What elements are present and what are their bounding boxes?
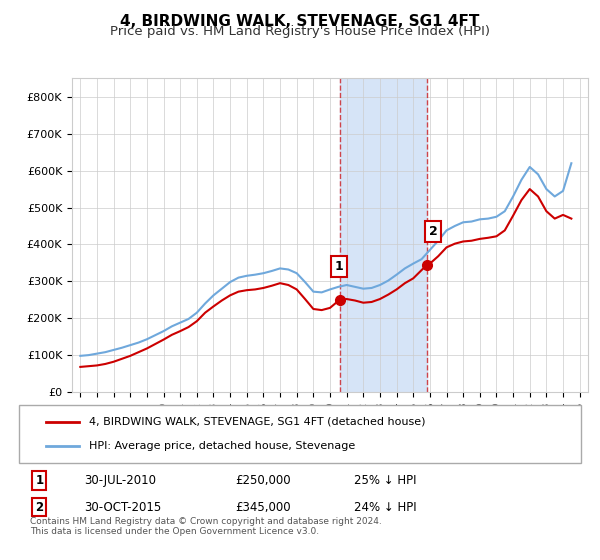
Text: Contains HM Land Registry data © Crown copyright and database right 2024.
This d: Contains HM Land Registry data © Crown c… xyxy=(30,517,382,536)
Text: 4, BIRDWING WALK, STEVENAGE, SG1 4FT: 4, BIRDWING WALK, STEVENAGE, SG1 4FT xyxy=(121,14,479,29)
Text: £250,000: £250,000 xyxy=(235,474,291,487)
Bar xyxy=(340,78,427,392)
Text: 1: 1 xyxy=(335,260,343,273)
Text: 2: 2 xyxy=(35,501,44,514)
FancyBboxPatch shape xyxy=(19,405,581,463)
Text: 25% ↓ HPI: 25% ↓ HPI xyxy=(354,474,416,487)
Text: £345,000: £345,000 xyxy=(235,501,291,514)
Text: HPI: Average price, detached house, Stevenage: HPI: Average price, detached house, Stev… xyxy=(89,441,356,451)
Text: 30-JUL-2010: 30-JUL-2010 xyxy=(84,474,156,487)
Text: 4, BIRDWING WALK, STEVENAGE, SG1 4FT (detached house): 4, BIRDWING WALK, STEVENAGE, SG1 4FT (de… xyxy=(89,417,426,427)
Text: 24% ↓ HPI: 24% ↓ HPI xyxy=(354,501,416,514)
Text: Price paid vs. HM Land Registry's House Price Index (HPI): Price paid vs. HM Land Registry's House … xyxy=(110,25,490,38)
Text: 2: 2 xyxy=(429,225,437,238)
Text: 30-OCT-2015: 30-OCT-2015 xyxy=(84,501,161,514)
Text: 1: 1 xyxy=(35,474,44,487)
